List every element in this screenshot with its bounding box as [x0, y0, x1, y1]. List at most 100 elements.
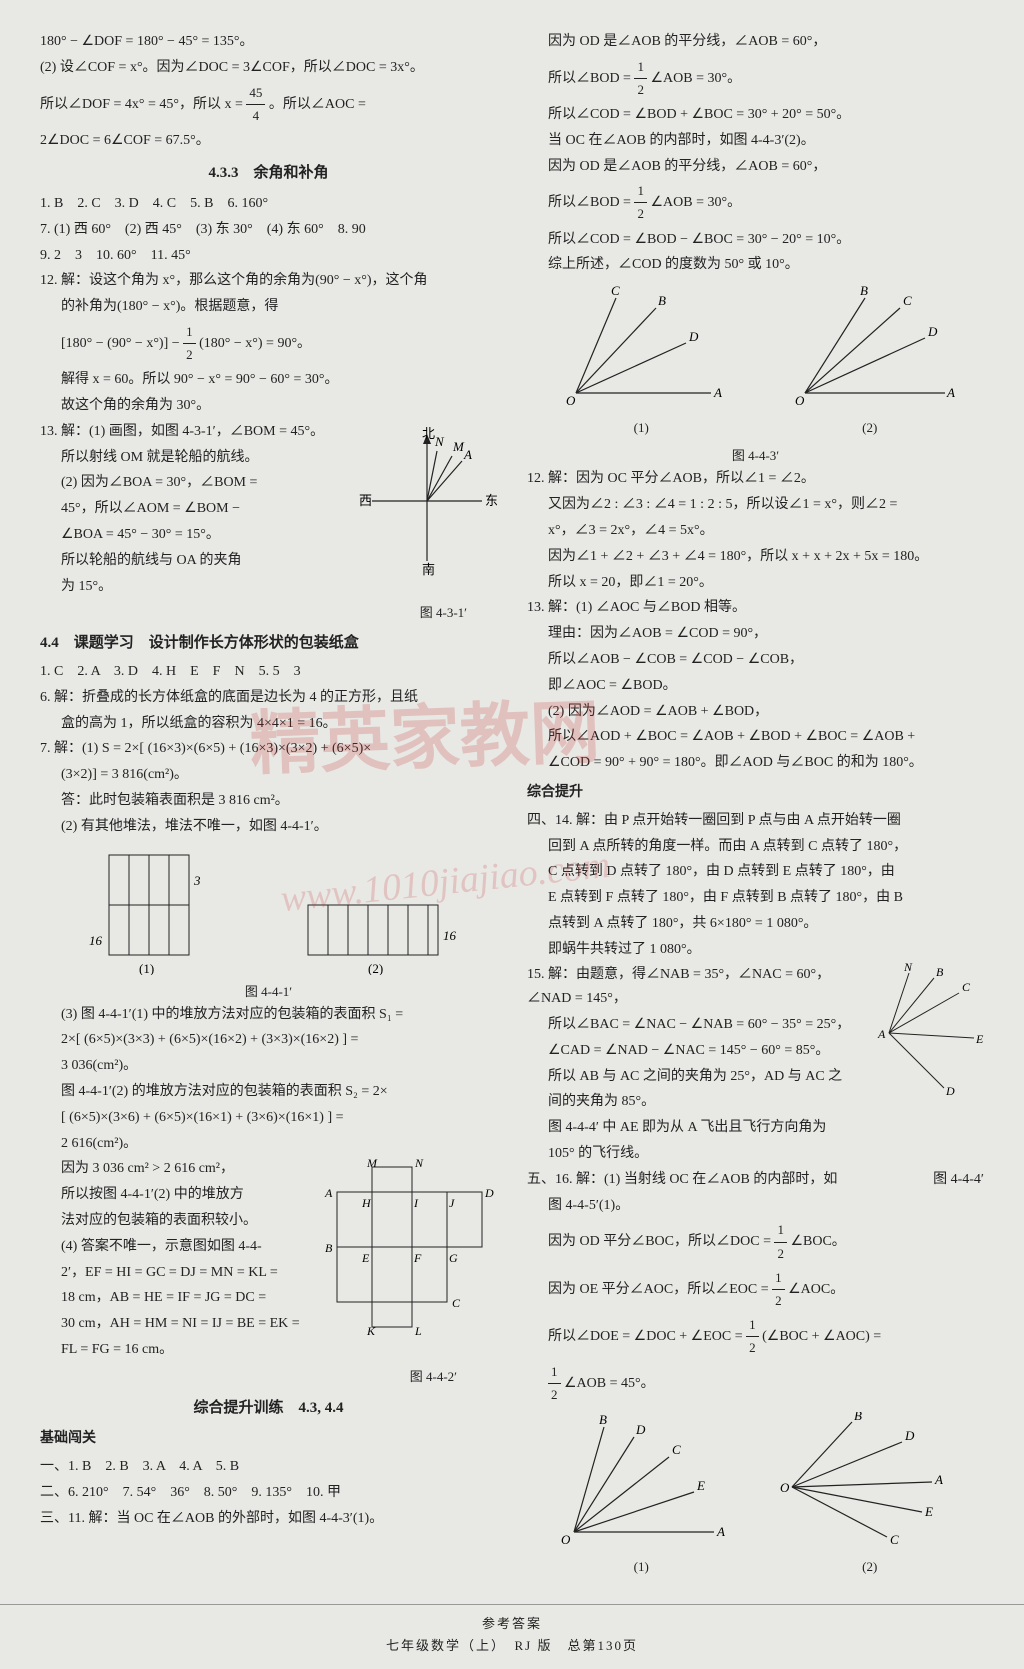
text-span: 五、16. 解：(1) 当射线 OC 在∠AOB 的内部时，如	[527, 1172, 837, 1187]
text-line: 15. 解：由题意，得∠NAB = 35°，∠NAC = 60°，∠NAD = …	[527, 963, 868, 1011]
fraction: 12	[746, 1314, 759, 1359]
label: B	[936, 965, 944, 979]
text-line: 因为 3 036 cm² > 2 616 cm²，	[40, 1157, 307, 1181]
answer-line: 一、1. B 2. B 3. A 4. A 5. B	[40, 1455, 497, 1479]
label: C	[890, 1532, 899, 1547]
text-span: 所以∠BOD =	[548, 195, 634, 210]
text-span: 因为 OE 平分∠AOC，所以∠EOC =	[548, 1281, 772, 1296]
label: C	[903, 293, 912, 308]
text-line: 所以∠AOB − ∠COB = ∠COD − ∠COB，	[527, 648, 984, 672]
text-line: 的补角为(180° − x°)。根据题意，得	[40, 295, 497, 319]
net-diagram: M N A D H I J E F G B C K L	[317, 1157, 497, 1347]
text-line: 又因为∠2 : ∠3 : ∠4 = 1 : 2 : 5，所以设∠1 = x°，则…	[527, 493, 984, 517]
frac-den: 2	[634, 203, 647, 225]
frac-den: 2	[548, 1384, 561, 1406]
text-line: 所以∠BOD = 12 ∠AOB = 30°。	[527, 56, 984, 101]
text-line: 所以∠AOD + ∠BOC = ∠AOB + ∠BOD + ∠BOC = ∠AO…	[527, 725, 984, 749]
label: I	[413, 1196, 419, 1210]
text-line: 因为∠1 + ∠2 + ∠3 + ∠4 = 180°，所以 x + x + 2x…	[527, 545, 984, 569]
text-span: ∠AOB = 30°。	[650, 195, 741, 210]
text-line: 2 616(cm²)。	[40, 1132, 497, 1156]
section-title: 4.4 课题学习 设计制作长方体形状的包装纸盒	[40, 631, 497, 657]
label: (1)	[139, 961, 154, 975]
label: K	[366, 1324, 376, 1338]
text-line: 所以射线 OM 就是轮船的航线。	[40, 446, 349, 470]
section-title: 4.3.3 余角和补角	[40, 161, 497, 187]
label: B	[599, 1412, 607, 1427]
fraction: 12	[183, 321, 196, 366]
text-line: 间的夹角为 85°。	[527, 1090, 868, 1114]
text-line: (4) 答案不唯一，示意图如图 4-4-	[40, 1235, 307, 1259]
label: N	[434, 434, 445, 449]
fraction: 12	[548, 1361, 561, 1406]
label: D	[945, 1084, 955, 1098]
angle-diagram-4: O B D A E C	[772, 1412, 962, 1552]
fraction: 12	[774, 1219, 787, 1264]
text-line: ∠COD = 90° + 90° = 180°。即∠AOD 与∠BOC 的和为 …	[527, 751, 984, 775]
text-line: ∠CAD = ∠NAD − ∠NAC = 145° − 60° = 85°。	[527, 1039, 868, 1063]
box-diagram-2: 16 (2)	[298, 845, 458, 975]
angle-diagram-1: O A C B D	[556, 283, 726, 413]
text-span: 因为 OD 平分∠BOC，所以∠DOC =	[548, 1234, 774, 1249]
label: C	[611, 283, 620, 298]
text-line: 2∠DOC = 6∠COF = 67.5°。	[40, 129, 497, 153]
fraction: 12	[772, 1267, 785, 1312]
label: 东	[485, 493, 497, 508]
frac-num: 1	[183, 321, 196, 344]
label: O	[780, 1480, 790, 1495]
footer-line: 七年级数学（上） RJ 版 总第130页	[0, 1635, 1024, 1657]
frac-num: 45	[246, 82, 265, 105]
text-line: (2) 设∠COF = x°。因为∠DOC = 3∠COF，所以∠DOC = 3…	[40, 56, 497, 80]
label: 3	[193, 873, 201, 888]
text-line: (3) 图 4-4-1′(1) 中的堆放方法对应的包装箱的表面积 S₁ =	[40, 1003, 497, 1027]
text-line: 图 4-4-4′ 中 AE 即为从 A 飞出且飞行方向角为	[527, 1116, 868, 1140]
label: D	[927, 324, 938, 339]
direction-diagram: N B C A E D	[874, 963, 984, 1108]
text-line: [180° − (90° − x°)] − 12 (180° − x°) = 9…	[40, 321, 497, 366]
label: J	[449, 1196, 455, 1210]
text-line: (2) 有其他堆法，堆法不唯一，如图 4-4-1′。	[40, 815, 497, 839]
text-span: ∠AOB = 30°。	[650, 71, 741, 86]
text-line: 即蜗牛共转过了 1 080°。	[527, 938, 984, 962]
subheading: 基础闯关	[40, 1427, 497, 1451]
label: A	[946, 385, 955, 400]
text-line: 四、14. 解：由 P 点开始转一圈回到 P 点与由 A 点开始转一圈	[527, 809, 984, 833]
text-line: 所以轮船的航线与 OA 的夹角	[40, 549, 349, 573]
label: E	[361, 1251, 370, 1265]
subheading: 综合提升	[527, 781, 984, 805]
label: N	[903, 963, 913, 974]
text-line: 即∠AOC = ∠BOD。	[527, 674, 984, 698]
text-span: [180° − (90° − x°)] −	[61, 336, 183, 351]
text-span: 所以∠DOE = ∠DOC + ∠EOC =	[548, 1329, 746, 1344]
text-line: 6. 解：折叠成的长方体纸盒的底面是边长为 4 的正方形，且纸	[40, 686, 497, 710]
answer-line: 二、6. 210° 7. 54° 36° 8. 50° 9. 135° 10. …	[40, 1481, 497, 1505]
frac-num: 1	[548, 1361, 561, 1384]
text-span: (∠BOC + ∠AOC) =	[762, 1329, 881, 1344]
text-span: ∠AOC。	[788, 1281, 844, 1296]
answer-line: 1. C 2. A 3. D 4. H E F N 5. 5 3	[40, 660, 497, 684]
text-line: 点转到 A 点转了 180°，共 6×180° = 1 080°。	[527, 912, 984, 936]
angle-diagram-2: O A B C D	[785, 283, 955, 413]
label: G	[449, 1251, 458, 1265]
text-span: 所以∠BOD =	[548, 71, 634, 86]
label: E	[924, 1504, 933, 1519]
text-span: (180° − x°) = 90°。	[199, 336, 311, 351]
text-line: 所以∠BOD = 12 ∠AOB = 30°。	[527, 180, 984, 225]
answer-line: 9. 2 3 10. 60° 11. 45°	[40, 244, 497, 268]
label: H	[361, 1196, 372, 1210]
frac-den: 2	[772, 1290, 785, 1312]
label: A	[934, 1472, 943, 1487]
figure-label: 图 4-4-2′	[40, 1366, 497, 1388]
text-line: 105° 的飞行线。	[527, 1142, 868, 1166]
text-line: (2) 因为∠AOD = ∠AOB + ∠BOD，	[527, 700, 984, 724]
text-line: 因为 OD 平分∠BOC，所以∠DOC = 12 ∠BOC。	[527, 1219, 984, 1264]
text-line: 所以按图 4-4-1′(2) 中的堆放方	[40, 1183, 307, 1207]
label: D	[484, 1186, 494, 1200]
section-title: 综合提升训练 4.3, 4.4	[40, 1396, 497, 1422]
footer-line: 参考答案	[0, 1613, 1024, 1635]
label: L	[414, 1324, 422, 1338]
text-line: 图 4-4-1′(2) 的堆放方法对应的包装箱的表面积 S₂ = 2×	[40, 1080, 497, 1104]
frac-num: 1	[772, 1267, 785, 1290]
text-line: 法对应的包装箱的表面积较小。	[40, 1209, 307, 1233]
text-line: E 点转到 F 点转了 180°，由 F 点转到 B 点转了 180°，由 B	[527, 886, 984, 910]
